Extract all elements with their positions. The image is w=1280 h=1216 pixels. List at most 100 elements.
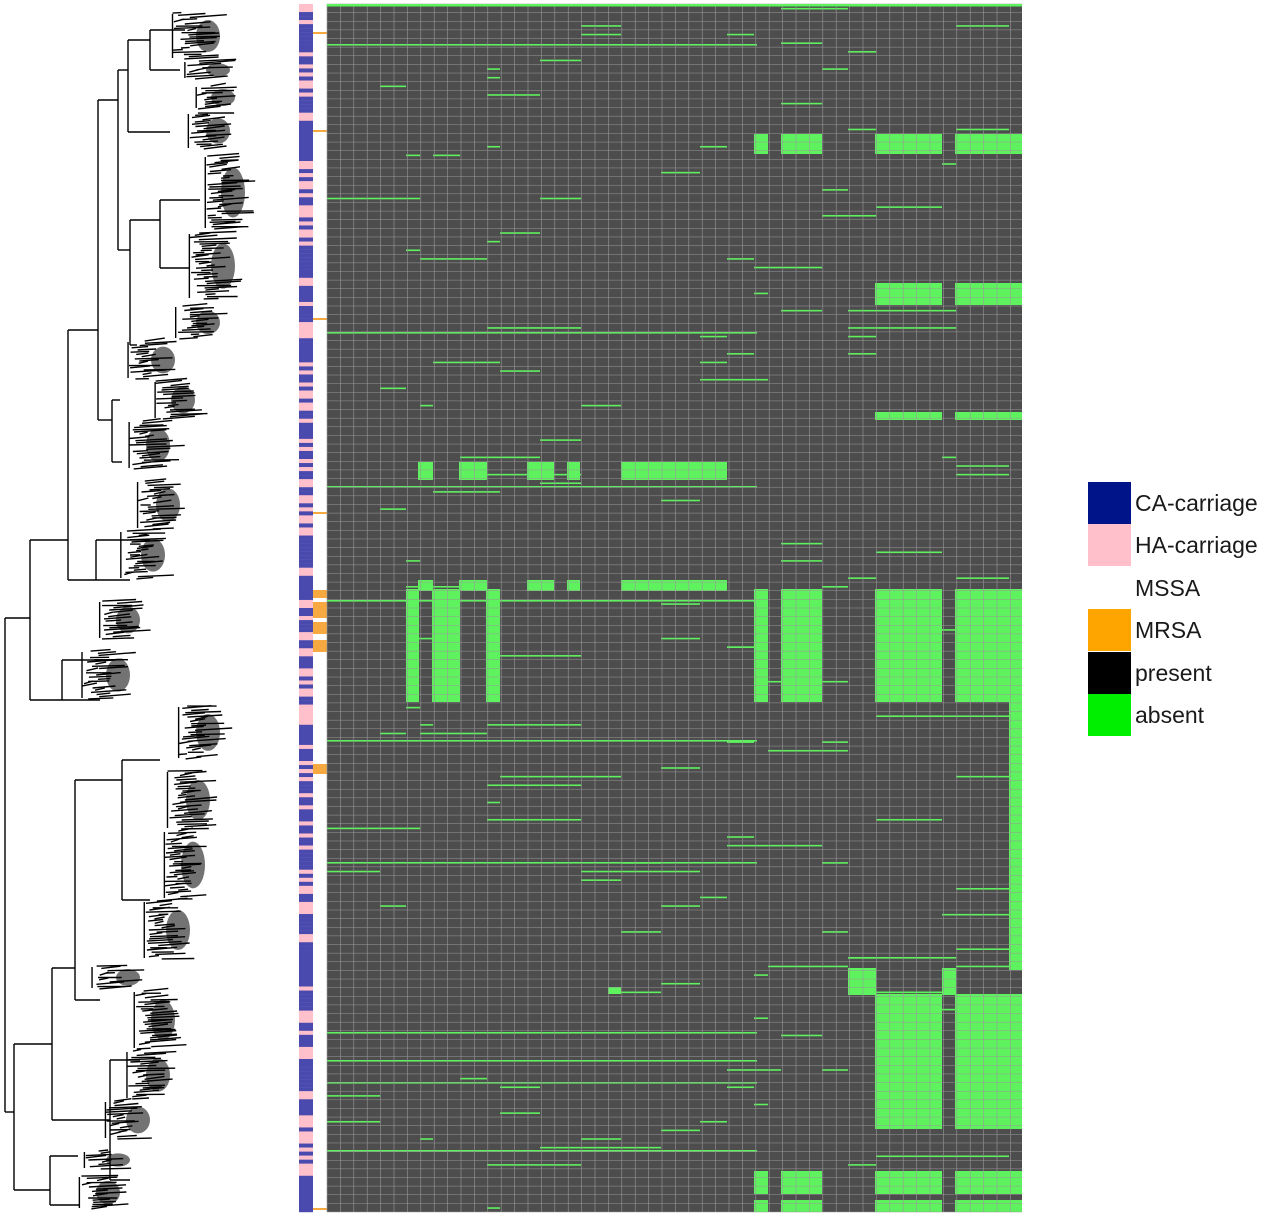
absent-line xyxy=(380,732,406,735)
strip-cell-ca-carriage xyxy=(299,422,313,427)
strip-cell-ha-carriage xyxy=(299,1050,313,1056)
tree-leaf xyxy=(146,946,178,951)
strip-cell-ca-carriage xyxy=(299,1143,313,1148)
tree-leaf xyxy=(112,1114,124,1118)
strip-cell-ca-carriage xyxy=(299,88,313,93)
absent-line xyxy=(380,85,406,88)
absent-line xyxy=(433,154,460,157)
absent-block xyxy=(942,968,956,995)
strip-cell-ha-carriage xyxy=(299,672,313,677)
tree-leaf xyxy=(155,377,188,382)
tree-leaf xyxy=(199,59,236,64)
strip-cell-ca-carriage xyxy=(299,966,313,971)
tree-leaf xyxy=(136,1052,167,1057)
tree-leaf xyxy=(212,221,241,226)
tree-leaf xyxy=(132,1070,146,1074)
tree-leaf xyxy=(165,890,192,893)
tree-leaf-cluster xyxy=(141,538,165,572)
tree-leaf xyxy=(132,1097,150,1100)
absent-line xyxy=(822,214,848,217)
strip-cell-ca-carriage xyxy=(299,503,313,508)
strip-cell-ca-carriage xyxy=(299,144,313,150)
strip-cell-ha-carriage xyxy=(299,603,313,609)
strip-cell-ha-carriage xyxy=(299,84,313,89)
legend-item-present: present xyxy=(1088,651,1278,694)
tree-leaf xyxy=(199,230,237,234)
absent-line xyxy=(727,33,754,36)
absent-line xyxy=(727,353,754,355)
tree-leaf xyxy=(176,778,197,781)
strip-cell-ca-carriage xyxy=(299,785,313,790)
strip-cell-ca-carriage xyxy=(299,942,313,947)
absent-line xyxy=(848,128,876,131)
absent-block xyxy=(754,134,768,154)
strip-cell-ca-carriage xyxy=(299,378,313,383)
strip-cell-ca-carriage xyxy=(299,950,313,955)
tree-leaf xyxy=(191,254,209,258)
strip-cell-ca-carriage xyxy=(299,120,313,125)
tree-leaf xyxy=(178,753,188,756)
strip-cell-ha-carriage xyxy=(299,112,313,117)
strip-cell-ca-carriage xyxy=(299,849,313,854)
tree-leaf xyxy=(166,836,197,841)
tree-leaf xyxy=(139,431,148,435)
strip-cell-ca-carriage xyxy=(299,1175,313,1180)
strip-cell-ca-carriage xyxy=(299,1099,313,1104)
strip-cell-ca-carriage xyxy=(299,132,313,138)
tree-leaf xyxy=(206,207,222,210)
strip-cell-ca-carriage xyxy=(299,994,313,999)
tree-leaf xyxy=(178,740,193,745)
gene-presence-heatmap xyxy=(326,3,1022,1213)
strip-cell-ca-carriage xyxy=(299,837,313,842)
absent-block xyxy=(955,994,1022,1129)
strip-cell-ha-carriage xyxy=(299,986,313,991)
tree-leaf xyxy=(134,424,167,429)
strip-cell-ha-carriage xyxy=(299,910,313,915)
tree-leaf xyxy=(131,345,149,349)
strip-cell-ca-carriage xyxy=(299,575,313,581)
tree-leaf xyxy=(181,835,194,839)
strip-cell-ca-carriage xyxy=(299,930,313,935)
strip-cell-ca-carriage xyxy=(299,511,313,516)
tree-leaf xyxy=(150,998,178,1001)
absent-line xyxy=(406,586,460,588)
tree-leaf xyxy=(114,1098,132,1102)
strip-cell-ca-carriage xyxy=(299,426,313,432)
strip-cell-ha-carriage xyxy=(299,459,313,464)
tree-leaf xyxy=(170,382,191,387)
strip-cell-ca-carriage xyxy=(299,386,313,391)
strip-cell-ha-carriage xyxy=(299,281,313,287)
absent-line xyxy=(822,68,848,70)
absent-block xyxy=(875,589,942,702)
strip-cell-ha-carriage xyxy=(299,1014,313,1019)
strip-cell-ca-carriage xyxy=(299,197,313,202)
absent-line xyxy=(327,600,757,602)
strip-cell-ca-carriage xyxy=(299,1103,313,1108)
strip-cell-ca-carriage xyxy=(299,752,313,758)
absent-line xyxy=(487,76,500,79)
absent-line xyxy=(661,1129,700,1132)
strip-cell-ha-carriage xyxy=(299,20,313,25)
strip-cell-ca-carriage xyxy=(299,829,313,834)
strip-cell-ha-carriage xyxy=(299,761,313,766)
strip-cell-ca-carriage xyxy=(299,732,313,738)
tree-leaf xyxy=(98,651,136,657)
tree-leaf xyxy=(184,824,217,828)
absent-line xyxy=(540,482,581,485)
strip-cell-ca-carriage xyxy=(299,946,313,951)
tree-leaf xyxy=(173,18,185,23)
absent-line xyxy=(661,637,700,640)
strip-cell-ca-carriage xyxy=(299,1038,313,1044)
absent-line xyxy=(540,439,581,441)
absent-line xyxy=(942,163,956,165)
tree-leaf xyxy=(180,46,190,49)
legend-label-ha-carriage: HA-carriage xyxy=(1135,532,1258,559)
tree-leaf xyxy=(209,163,227,168)
strip-cell-ha-carriage xyxy=(299,1123,313,1128)
strip-cell-ha-carriage xyxy=(299,1115,313,1120)
tree-leaf xyxy=(128,1057,161,1061)
tree-leaf xyxy=(97,651,116,654)
tree-leaf xyxy=(124,571,134,576)
tree-leaf xyxy=(139,342,168,347)
strip-cell-ca-carriage xyxy=(299,1183,313,1189)
